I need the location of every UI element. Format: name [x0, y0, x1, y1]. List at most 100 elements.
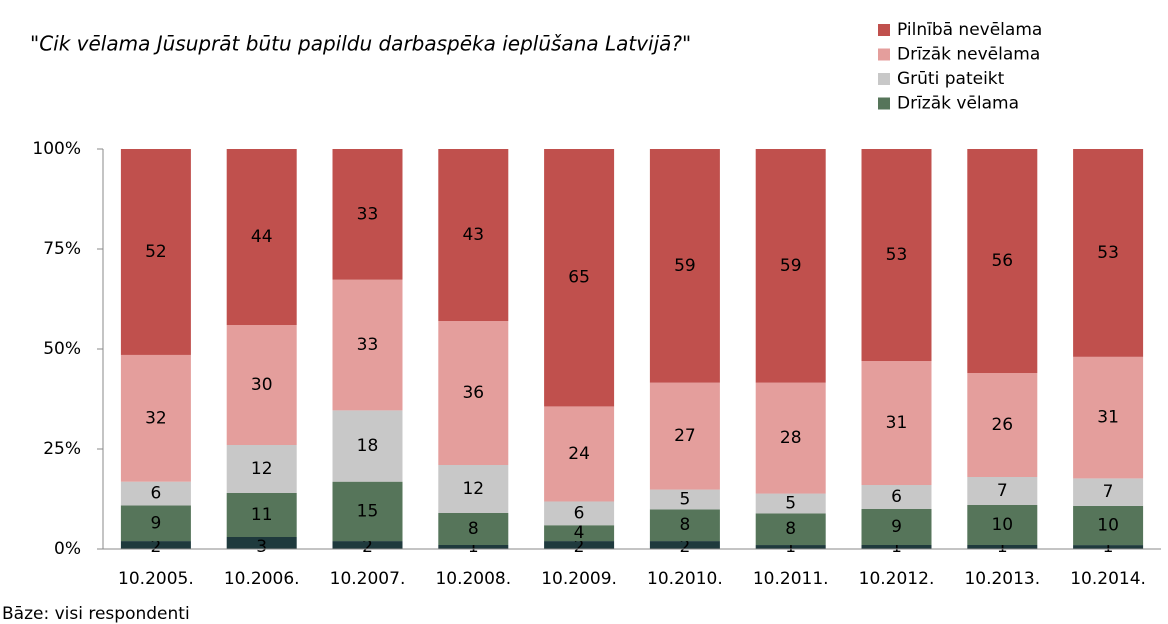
- data-label: 2: [362, 537, 373, 557]
- data-label: 1: [997, 537, 1008, 557]
- bar-segment: [1073, 505, 1144, 546]
- bar-segment: [438, 321, 509, 465]
- data-label: 52: [145, 242, 167, 262]
- data-label: 10: [991, 515, 1013, 535]
- data-label: 24: [568, 444, 590, 464]
- legend-swatch: [878, 24, 890, 36]
- data-label: 30: [251, 375, 273, 395]
- data-label: 7: [997, 481, 1008, 501]
- data-label: 32: [145, 408, 167, 428]
- bar-segment: [755, 513, 826, 546]
- bar-segment: [649, 149, 720, 383]
- data-label: 1: [891, 537, 902, 557]
- bar-segment: [120, 481, 191, 506]
- data-label: 11: [251, 505, 273, 525]
- data-label: 33: [357, 204, 379, 224]
- footnote: Bāze: visi respondenti: [2, 604, 190, 624]
- bar-segment: [332, 279, 403, 411]
- bar-segment: [544, 541, 615, 549]
- x-tick-label: 10.2009.: [541, 569, 617, 589]
- bar-segment: [1073, 545, 1144, 549]
- bar-segment: [120, 505, 191, 542]
- data-label: 44: [251, 227, 273, 247]
- data-label: 2: [150, 537, 161, 557]
- data-label: 6: [574, 503, 585, 523]
- bar-segment: [332, 410, 403, 482]
- data-label: 31: [886, 413, 908, 433]
- data-label: 12: [251, 459, 273, 479]
- x-tick-label: 10.2013.: [964, 569, 1040, 589]
- bar-segment: [861, 485, 932, 509]
- data-label: 7: [1103, 482, 1114, 502]
- data-label: 65: [568, 268, 590, 288]
- data-label: 1: [1103, 537, 1114, 557]
- data-label: 5: [785, 493, 796, 513]
- bar-segment: [755, 493, 826, 514]
- legend-label: Pilnībā nevēlama: [897, 20, 1042, 40]
- bar-segment: [120, 354, 191, 482]
- bar-segment: [332, 541, 403, 549]
- data-label: 2: [679, 537, 690, 557]
- x-tick-label: 10.2008.: [435, 569, 511, 589]
- data-label: 33: [357, 335, 379, 355]
- bar-segment: [967, 149, 1038, 373]
- bar-segment: [226, 325, 297, 445]
- data-label: 27: [674, 426, 696, 446]
- data-label: 8: [468, 519, 479, 539]
- bar-segment: [226, 537, 297, 549]
- bar-segment: [332, 149, 403, 280]
- data-label: 15: [357, 501, 379, 521]
- bar-segment: [544, 525, 615, 542]
- y-tick-label: 75%: [43, 239, 81, 259]
- bar-segment: [755, 382, 826, 494]
- x-tick-label: 10.2014.: [1070, 569, 1146, 589]
- data-label: 28: [780, 428, 802, 448]
- data-label: 36: [462, 383, 484, 403]
- data-label: 6: [891, 487, 902, 507]
- data-label: 43: [462, 225, 484, 245]
- chart-title: "Cik vēlama Jūsuprāt būtu papildu darbas…: [30, 32, 691, 56]
- bar-segment: [649, 382, 720, 490]
- legend-swatch: [878, 73, 890, 85]
- bar-segment: [1073, 478, 1144, 506]
- bar-segment: [861, 361, 932, 485]
- data-label: 9: [891, 517, 902, 537]
- y-tick-label: 50%: [43, 339, 81, 359]
- legend-label: Drīzāk vēlama: [897, 94, 1019, 114]
- bar-segment: [861, 509, 932, 545]
- x-tick-label: 10.2006.: [224, 569, 300, 589]
- legend-label: Drīzāk nevēlama: [897, 45, 1040, 65]
- bar-segment: [649, 509, 720, 542]
- data-label: 3: [256, 537, 267, 557]
- data-label: 18: [357, 436, 379, 456]
- bar-segment: [1073, 356, 1144, 479]
- bar-segment: [120, 149, 191, 355]
- bar-segment: [861, 149, 932, 361]
- data-label: 9: [150, 513, 161, 533]
- data-label: 10: [1097, 515, 1119, 535]
- bar-segment: [226, 149, 297, 325]
- bar-segment: [438, 149, 509, 321]
- x-tick-label: 10.2011.: [753, 569, 829, 589]
- bar-segment: [1073, 149, 1144, 357]
- data-label: 4: [574, 523, 585, 543]
- bar-segment: [967, 505, 1038, 545]
- data-label: 6: [150, 484, 161, 504]
- bar-segment: [438, 545, 509, 549]
- y-tick-label: 25%: [43, 439, 81, 459]
- data-label: 1: [785, 537, 796, 557]
- legend-swatch: [878, 48, 890, 61]
- data-label: 1: [468, 537, 479, 557]
- data-label: 31: [1097, 408, 1119, 428]
- data-label: 12: [462, 479, 484, 499]
- x-tick-label: 10.2010.: [647, 569, 723, 589]
- bar-segment: [332, 481, 403, 542]
- bar-segment: [544, 149, 615, 407]
- data-label: 26: [991, 415, 1013, 435]
- data-label: 56: [991, 251, 1013, 271]
- bar-segment: [649, 489, 720, 510]
- x-tick-label: 10.2007.: [330, 569, 406, 589]
- bar-segment: [120, 541, 191, 549]
- data-label: 53: [886, 245, 908, 265]
